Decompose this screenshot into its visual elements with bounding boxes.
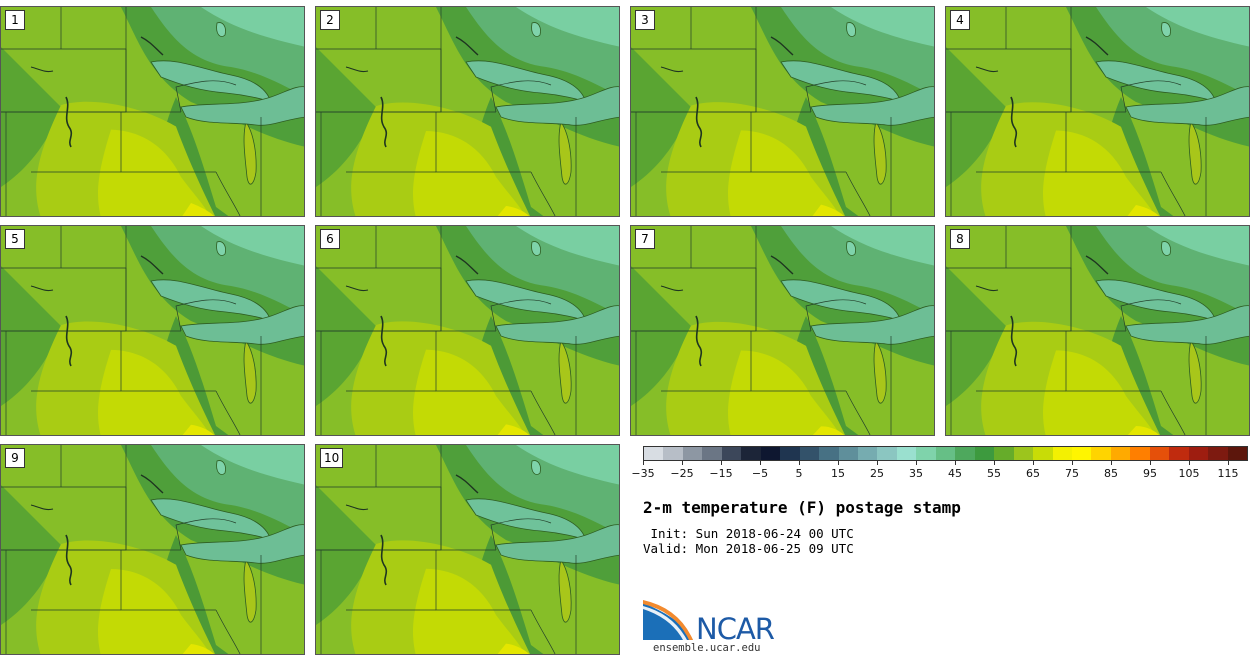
colorbar-segment: [1227, 447, 1248, 460]
colorbar-segment: [877, 447, 897, 460]
colorbar-segment: [935, 447, 956, 460]
colorbar-tick-mark: [760, 461, 761, 465]
colorbar-tick-mark: [916, 461, 917, 465]
colorbar-segment: [1188, 447, 1209, 460]
postage-stamp-map: 3: [630, 6, 935, 217]
colorbar-tick-label: 25: [870, 467, 884, 480]
postage-stamp-map: 2: [315, 6, 620, 217]
colorbar-tick-mark: [994, 461, 995, 465]
colorbar-tick-label: 45: [948, 467, 962, 480]
colorbar-tick-mark: [682, 461, 683, 465]
ncar-logo-text: NCAR: [696, 612, 775, 646]
colorbar-segment: [799, 447, 820, 460]
colorbar-segment: [702, 447, 722, 460]
colorbar-segment: [741, 447, 761, 460]
colorbar-segment: [974, 447, 995, 460]
colorbar-segment: [644, 447, 664, 460]
colorbar-tick-label: 5: [795, 467, 803, 480]
member-number-label: 2: [320, 10, 340, 30]
member-number-label: 8: [950, 229, 970, 249]
valid-time: Valid: Mon 2018-06-25 09 UTC: [643, 541, 854, 556]
colorbar-tick-label: −35: [631, 467, 655, 480]
postage-stamp-map: 1: [0, 6, 305, 217]
colorbar-tick-mark: [1033, 461, 1034, 465]
member-number-label: 9: [5, 448, 25, 468]
colorbar-tick-label: 55: [987, 467, 1001, 480]
colorbar-tick-mark: [1189, 461, 1190, 465]
page-title: 2-m temperature (F) postage stamp: [643, 498, 961, 517]
colorbar-tick-mark: [1228, 461, 1229, 465]
colorbar-tick-labels: −35 −25 −15 −5 5 15 25 35 45 55 65 75 85 95 105 115: [631, 461, 1248, 481]
colorbar-segment: [1013, 447, 1034, 460]
colorbar-tick-label: 95: [1143, 467, 1157, 480]
colorbar-tick-label: 105: [1178, 467, 1200, 480]
member-number-label: 3: [635, 10, 655, 30]
postage-stamp-map: 9: [0, 444, 305, 655]
colorbar-tick-mark: [799, 461, 800, 465]
member-number-label: 7: [635, 229, 655, 249]
colorbar-tick-mark: [838, 461, 839, 465]
colorbar-tick-mark: [1111, 461, 1112, 465]
postage-stamp-map: 6: [315, 225, 620, 436]
postage-stamp-map: 8: [945, 225, 1250, 436]
colorbar-tick-label: 15: [831, 467, 845, 480]
colorbar-segment: [838, 447, 858, 460]
member-number-label: 10: [320, 448, 344, 468]
member-number-label: 6: [320, 229, 340, 249]
colorbar-tick-label: −5: [751, 467, 769, 480]
member-number-label: 4: [950, 10, 970, 30]
postage-stamp-map: 5: [0, 225, 305, 436]
colorbar-segment: [819, 447, 839, 460]
colorbar-segment: [1110, 447, 1131, 460]
colorbar-tick-mark: [1150, 461, 1151, 465]
colorbar-segment: [682, 447, 703, 460]
colorbar-segment: [721, 447, 742, 460]
colorbar-segment: [1033, 447, 1053, 460]
colorbar-segment: [994, 447, 1014, 460]
colorbar-tick-label: −15: [709, 467, 733, 480]
colorbar-segment: [955, 447, 975, 460]
colorbar-tick-label: 65: [1026, 467, 1040, 480]
colorbar-tick-mark: [955, 461, 956, 465]
colorbar-tick-label: 115: [1217, 467, 1239, 480]
colorbar-tick-mark: [877, 461, 878, 465]
colorbar-segment: [760, 447, 781, 460]
colorbar-segment: [1130, 447, 1150, 460]
init-time: Init: Sun 2018-06-24 00 UTC: [643, 526, 854, 541]
colorbar-tick-mark: [721, 461, 722, 465]
colorbar-tick-label: 35: [909, 467, 923, 480]
colorbar-tick-label: −25: [670, 467, 694, 480]
colorbar-segment: [896, 447, 917, 460]
colorbar-tick-mark: [1072, 461, 1073, 465]
colorbar-segment: [857, 447, 878, 460]
postage-stamp-map: 4: [945, 6, 1250, 217]
ncar-logo-icon: [643, 600, 693, 640]
website-url: ensemble.ucar.edu: [653, 642, 761, 654]
temperature-colorbar: [643, 446, 1248, 461]
colorbar-segment: [1091, 447, 1111, 460]
colorbar-tick-label: 85: [1104, 467, 1118, 480]
postage-stamp-map: 7: [630, 225, 935, 436]
member-number-label: 1: [5, 10, 25, 30]
colorbar-tick-label: 75: [1065, 467, 1079, 480]
colorbar-segment: [1169, 447, 1189, 460]
colorbar-tick-mark: [643, 461, 644, 465]
colorbar-segment: [1052, 447, 1072, 460]
colorbar-segment: [916, 447, 936, 460]
postage-stamp-map: 10: [315, 444, 620, 655]
colorbar-segment: [1208, 447, 1228, 460]
colorbar-segment: [1149, 447, 1170, 460]
member-number-label: 5: [5, 229, 25, 249]
colorbar-segment: [780, 447, 800, 460]
colorbar-segment: [1071, 447, 1092, 460]
colorbar-segment: [663, 447, 683, 460]
